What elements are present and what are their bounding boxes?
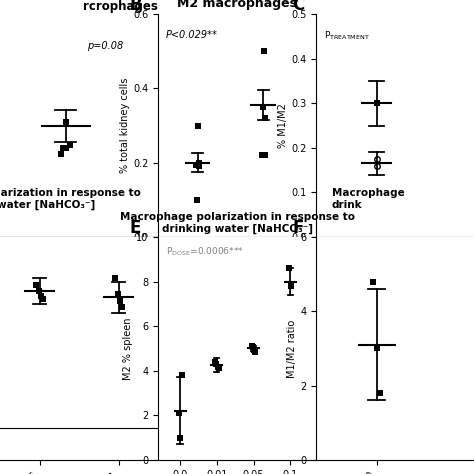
Text: B: B (129, 0, 142, 14)
Title: Macrophage polarization in response to
drinking water [NaHCO₃⁻]: Macrophage polarization in response to d… (119, 212, 355, 234)
Text: P<0.029**: P<0.029** (166, 30, 218, 40)
Y-axis label: M2 % spleen: M2 % spleen (123, 317, 133, 380)
Text: larization in response to
water [NaHCO₃⁻]: larization in response to water [NaHCO₃⁻… (0, 188, 141, 210)
Text: F: F (292, 219, 304, 237)
Title: M2 macrophages: M2 macrophages (177, 0, 297, 10)
Y-axis label: M1/M2 ratio: M1/M2 ratio (287, 319, 297, 377)
Text: rcrophages: rcrophages (83, 0, 158, 13)
Text: C: C (292, 0, 305, 14)
Text: E: E (129, 219, 141, 237)
Text: p=0.08: p=0.08 (87, 41, 123, 51)
Text: P$_{\mathrm{DOSE}}$=0.0006***: P$_{\mathrm{DOSE}}$=0.0006*** (166, 246, 244, 258)
Text: Macrophage
drink: Macrophage drink (332, 188, 404, 210)
Text: P$_{\mathrm{TREATMENT}}$: P$_{\mathrm{TREATMENT}}$ (324, 30, 370, 42)
Y-axis label: % total kidney cells: % total kidney cells (120, 78, 130, 173)
Y-axis label: % M1/M2: % M1/M2 (278, 103, 288, 148)
